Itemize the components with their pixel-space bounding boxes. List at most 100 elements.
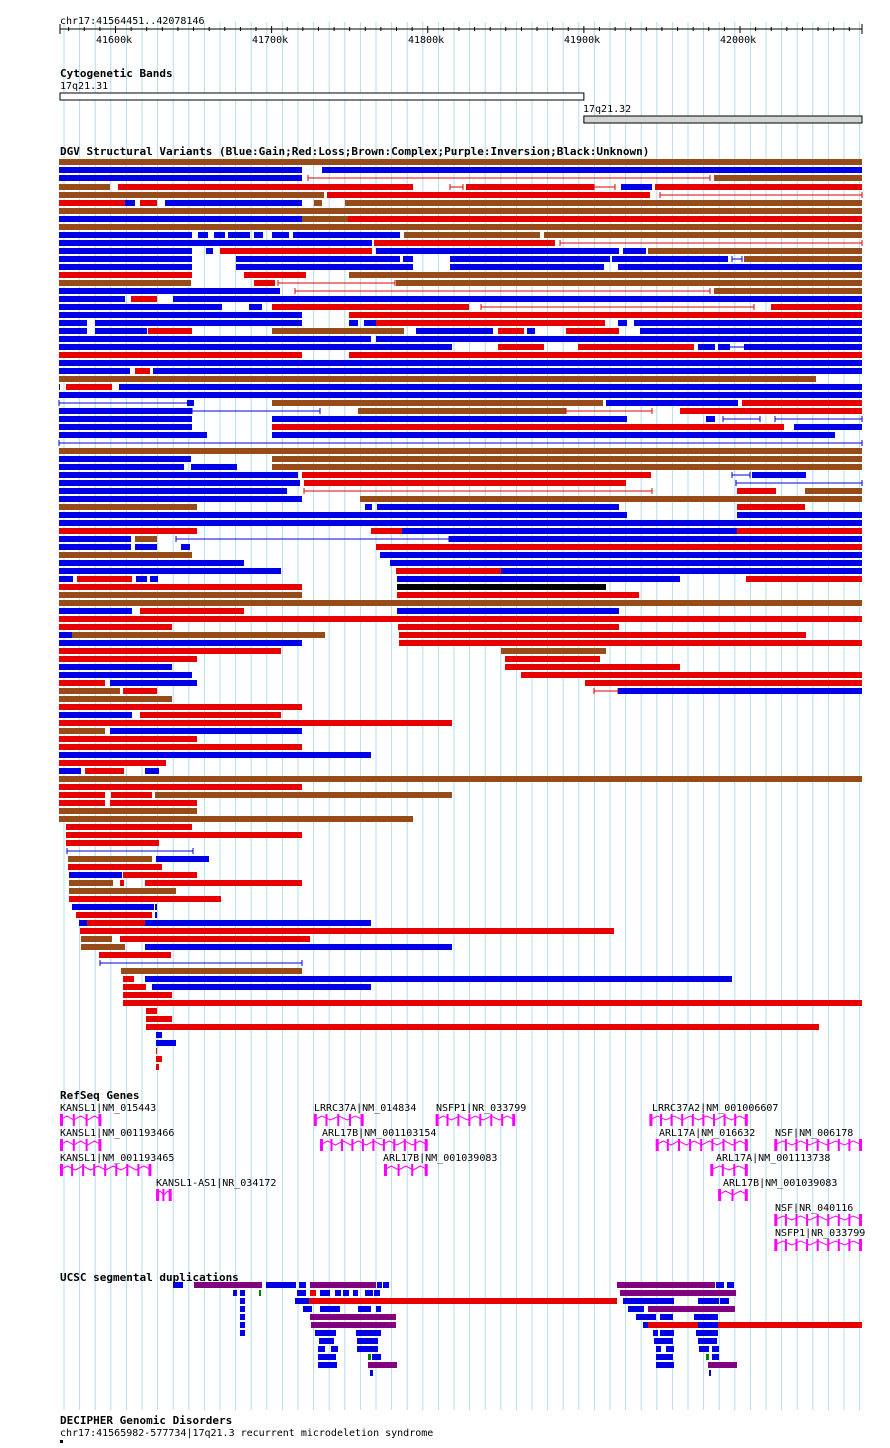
gene-exon (806, 1139, 809, 1151)
dgv-variant (125, 200, 135, 206)
gene-exon (351, 1139, 354, 1151)
gene-exon (156, 1189, 160, 1201)
dgv-variant (81, 944, 125, 950)
dgv-variant (59, 648, 281, 654)
dgv-variant (66, 384, 112, 390)
gene-exon (468, 1114, 471, 1126)
dgv-variant (59, 544, 131, 550)
dgv-variant (59, 224, 862, 230)
gene-label[interactable]: KANSL1|NM_015443 (60, 1103, 157, 1114)
gene-exon (397, 1164, 400, 1176)
dgv-variant (746, 576, 862, 582)
dgv-variant (272, 416, 627, 422)
dgv-variant (68, 856, 152, 862)
segdup-feature (708, 1362, 737, 1368)
dgv-variant (59, 768, 81, 774)
dgv-variant (737, 488, 776, 494)
tick-label: 41800k (408, 35, 445, 46)
dgv-variant (59, 392, 862, 398)
dgv-variant (59, 384, 60, 390)
gene-exon (98, 1114, 102, 1126)
dgv-variant (146, 1016, 172, 1022)
dgv-variant (59, 536, 131, 542)
dgv-variant (272, 456, 862, 462)
dgv-variant (59, 472, 298, 478)
refseq-track[interactable] (59, 1114, 863, 1251)
dgv-variant (272, 400, 603, 406)
dgv-variant (156, 1032, 162, 1038)
dgv-variant (59, 200, 125, 206)
segdup-feature (656, 1346, 661, 1352)
segdup-feature (617, 1282, 715, 1288)
gene-label[interactable]: ARL17B|NM_001039083 (383, 1153, 498, 1164)
segdup-feature (727, 1282, 734, 1288)
gene-exon (85, 1114, 88, 1126)
dgv-variant (544, 232, 862, 238)
gene-exon (784, 1139, 787, 1151)
gene-label[interactable]: ARL17B|NM_001103154 (322, 1128, 437, 1139)
dgv-variant (59, 744, 302, 750)
segdup-feature (311, 1322, 396, 1328)
dgv-variant (376, 336, 862, 342)
dgv-variant (272, 464, 862, 470)
gene-exon (837, 1214, 840, 1226)
gene-label[interactable]: ARL17A|NM_001113738 (716, 1153, 831, 1164)
dgv-variant (744, 344, 862, 350)
decipher-feature-label[interactable]: chr17:41565982-577734|17q21.3 recurrent … (60, 1428, 434, 1439)
dgv-variant (59, 552, 192, 558)
dgv-variant (399, 640, 862, 646)
segdup-feature (720, 1298, 729, 1304)
dgv-variant (236, 264, 413, 270)
cytoband-track[interactable] (59, 92, 863, 124)
decipher-track[interactable] (60, 1440, 63, 1443)
dgv-variant (66, 840, 159, 846)
dgv-track[interactable] (58, 159, 863, 1070)
dgv-variant (66, 824, 192, 830)
gene-exon (816, 1139, 819, 1151)
dgv-variant (59, 488, 287, 494)
dgv-variant (59, 368, 130, 374)
dgv-variant (606, 400, 738, 406)
gene-exon (744, 1189, 748, 1201)
gene-exon (649, 1114, 653, 1126)
dgv-variant (59, 752, 371, 758)
dgv-variant (145, 976, 732, 982)
gene-exon (337, 1114, 340, 1126)
segdup-feature (716, 1282, 724, 1288)
dgv-variant (59, 680, 105, 686)
dgv-variant (397, 608, 619, 614)
dgv-variant (59, 232, 192, 238)
gene-label[interactable]: LRRC37A2|NM_001006607 (652, 1103, 779, 1114)
gene-exon (424, 1164, 428, 1176)
gene-label[interactable]: KANSL1|NM_001193466 (60, 1128, 175, 1139)
dgv-variant (59, 776, 862, 782)
dgv-variant (110, 800, 197, 806)
segdup-feature (709, 1370, 711, 1376)
gene-label[interactable]: NSF|NM_006178 (775, 1128, 854, 1139)
dgv-variant (396, 568, 501, 574)
dgv-variant (95, 320, 302, 326)
gene-exon (744, 1164, 748, 1176)
gene-label[interactable]: NSFP1|NR_033799 (775, 1228, 866, 1239)
gene-label[interactable]: LRRC37A|NM_014834 (314, 1103, 417, 1114)
gene-label[interactable]: ARL17A|NM_016632 (659, 1128, 756, 1139)
gene-label[interactable]: NSF|NR_040116 (775, 1203, 854, 1214)
dgv-variant (85, 768, 124, 774)
gene-exon (382, 1139, 385, 1151)
dgv-track-title: DGV Structural Variants (Blue:Gain;Red:L… (60, 145, 650, 158)
gene-exon (320, 1139, 323, 1151)
gene-exon (313, 1114, 317, 1126)
gene-label[interactable]: NSFP1|NR_033799 (436, 1103, 527, 1114)
dgv-variant (402, 528, 771, 534)
gene-exon (330, 1139, 333, 1151)
gene-label[interactable]: ARL17B|NM_001039083 (723, 1178, 838, 1189)
segdup-feature (310, 1282, 376, 1288)
dgv-variant (156, 1056, 162, 1062)
segdup-track[interactable] (173, 1282, 862, 1376)
dgv-variant (69, 872, 122, 878)
dgv-variant (680, 408, 862, 414)
dgv-variant (618, 320, 627, 326)
gene-label[interactable]: KANSL1|NM_001193465 (60, 1153, 175, 1164)
gene-exon (349, 1114, 351, 1126)
gene-label[interactable]: KANSL1-AS1|NR_034172 (156, 1178, 277, 1189)
